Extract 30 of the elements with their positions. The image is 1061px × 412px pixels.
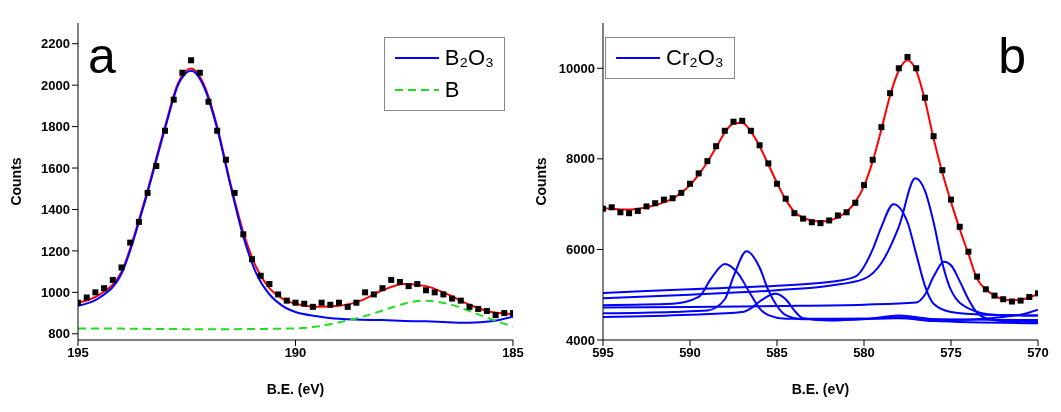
x-tick-label: 570 xyxy=(1027,345,1049,361)
y-tick-label: 10000 xyxy=(558,60,595,76)
y-tick-label: 4000 xyxy=(566,332,595,348)
x-tick-label: 575 xyxy=(940,345,962,361)
annotation: a xyxy=(88,28,116,84)
x-tick-label: 195 xyxy=(67,345,89,361)
x-axis-title: B.E. (eV) xyxy=(791,381,850,397)
y-tick-label: 1600 xyxy=(41,160,70,176)
y-tick-label: 2000 xyxy=(41,77,70,93)
y-tick-label: 8000 xyxy=(566,151,595,167)
x-tick-label: 580 xyxy=(853,345,875,361)
y-tick-label: 6000 xyxy=(566,242,595,258)
x-tick-label: 185 xyxy=(502,345,524,361)
y-tick-label: 1000 xyxy=(41,284,70,300)
legend-label: Cr₂O₃ xyxy=(666,44,724,72)
x-tick-label: 590 xyxy=(679,345,701,361)
legend-label: B₂O₃ xyxy=(444,44,494,72)
y-tick-label: 1400 xyxy=(41,202,70,218)
y-tick-label: 800 xyxy=(48,326,70,342)
y-axis-title: Counts xyxy=(7,157,24,206)
legend-label: B xyxy=(444,76,460,104)
y-tick-label: 1800 xyxy=(41,119,70,135)
y-tick-label: 1200 xyxy=(41,243,70,259)
x-axis-title: B.E. (eV) xyxy=(266,381,325,397)
y-tick-label: 2200 xyxy=(41,36,70,52)
x-tick-label: 190 xyxy=(284,345,307,361)
annotation: b xyxy=(998,28,1026,84)
x-tick-label: 595 xyxy=(592,345,614,361)
x-tick-label: 585 xyxy=(766,345,788,361)
y-axis-title: Counts xyxy=(532,157,549,206)
